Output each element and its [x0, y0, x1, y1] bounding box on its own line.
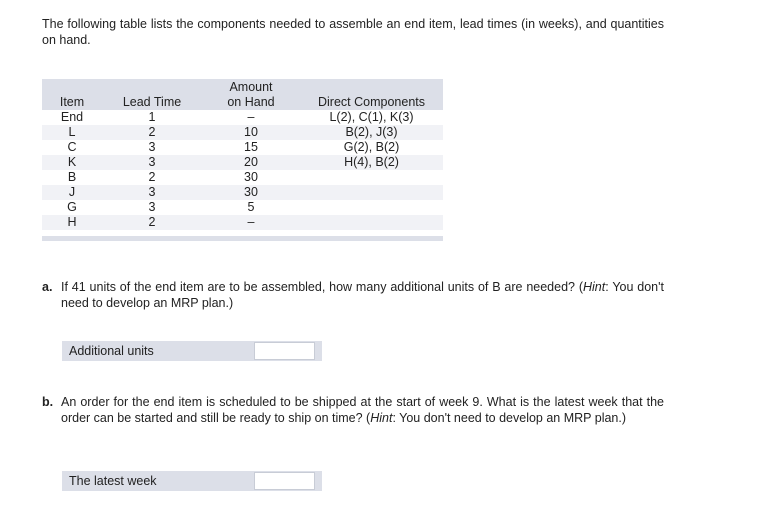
cell-amount-on-hand: 30 — [244, 170, 258, 184]
table-row: L 2 10 B(2), J(3) — [42, 125, 443, 140]
table-row: G 3 5 — [42, 200, 443, 215]
cell-item: End — [60, 110, 84, 124]
question-b-text-end: : You don't need to develop an MRP plan.… — [392, 411, 627, 425]
question-a-text: If 41 units of the end item are to be as… — [61, 280, 583, 294]
cell-item: K — [67, 155, 77, 169]
cell-amount-on-hand: 5 — [247, 200, 255, 214]
cell-amount-on-hand: 10 — [244, 125, 258, 139]
cell-direct-components — [300, 185, 443, 200]
header-direct-components: Direct Components — [318, 95, 425, 109]
cell-direct-components: L(2), C(1), K(3) — [329, 110, 414, 124]
question-a-text-end: : You don't need to develop an MRP plan.… — [61, 280, 664, 310]
table-row: K 3 20 H(4), B(2) — [42, 155, 443, 170]
additional-units-input[interactable] — [254, 342, 315, 360]
table-row: End 1 – L(2), C(1), K(3) — [42, 110, 443, 125]
cell-lead-time: 2 — [148, 125, 156, 139]
cell-amount-on-hand: 15 — [244, 140, 258, 154]
cell-lead-time: 3 — [148, 200, 156, 214]
cell-direct-components: G(2), B(2) — [343, 140, 400, 154]
table-header: Item Lead Time Amount on Hand Direct Comp… — [42, 79, 443, 110]
cell-lead-time: 3 — [148, 155, 156, 169]
table-row: H 2 – — [42, 215, 443, 230]
latest-week-label: The latest week — [69, 474, 157, 488]
additional-units-label: Additional units — [69, 344, 154, 358]
cell-amount-on-hand: – — [247, 110, 255, 124]
table-row: J 3 30 — [42, 185, 443, 200]
table-row: C 3 15 G(2), B(2) — [42, 140, 443, 155]
cell-direct-components — [300, 215, 443, 230]
cell-direct-components — [300, 170, 443, 185]
cell-amount-on-hand: 20 — [244, 155, 258, 169]
answer-row-a: Additional units — [62, 341, 322, 361]
cell-lead-time: 2 — [148, 170, 156, 184]
hint-b: Hint — [370, 411, 393, 425]
question-a: a. If 41 units of the end item are to be… — [42, 279, 664, 311]
cell-lead-time: 3 — [148, 140, 156, 154]
header-amount-line1: Amount — [229, 80, 273, 94]
question-b: b. An order for the end item is schedule… — [42, 394, 664, 426]
cell-direct-components — [300, 200, 443, 215]
question-a-label: a. — [42, 280, 53, 294]
cell-lead-time: 2 — [148, 215, 156, 229]
header-item: Item — [59, 95, 85, 109]
components-table: Item Lead Time Amount on Hand Direct Comp… — [42, 79, 443, 237]
table-bottom-bar — [42, 236, 443, 241]
header-lead-time: Lead Time — [122, 95, 182, 109]
cell-item: H — [67, 215, 77, 229]
intro-text: The following table lists the components… — [42, 17, 664, 47]
cell-amount-on-hand: 30 — [244, 185, 258, 199]
header-amount-on-hand: Amount on Hand — [202, 79, 300, 110]
cell-direct-components: H(4), B(2) — [344, 155, 399, 169]
cell-item: J — [68, 185, 76, 199]
question-b-text: An order for the end item is scheduled t… — [61, 395, 664, 425]
hint-a: Hint — [583, 280, 606, 294]
cell-lead-time: 1 — [148, 110, 156, 124]
cell-amount-on-hand: – — [247, 215, 255, 229]
header-amount-line2: on Hand — [227, 95, 275, 109]
cell-item: G — [67, 200, 77, 214]
table-row: B 2 30 — [42, 170, 443, 185]
cell-item: L — [68, 125, 76, 139]
cell-item: C — [67, 140, 77, 154]
answer-row-b: The latest week — [62, 471, 322, 491]
cell-lead-time: 3 — [148, 185, 156, 199]
question-b-label: b. — [42, 395, 54, 409]
cell-direct-components: B(2), J(3) — [345, 125, 398, 139]
latest-week-input[interactable] — [254, 472, 315, 490]
cell-item: B — [67, 170, 77, 184]
